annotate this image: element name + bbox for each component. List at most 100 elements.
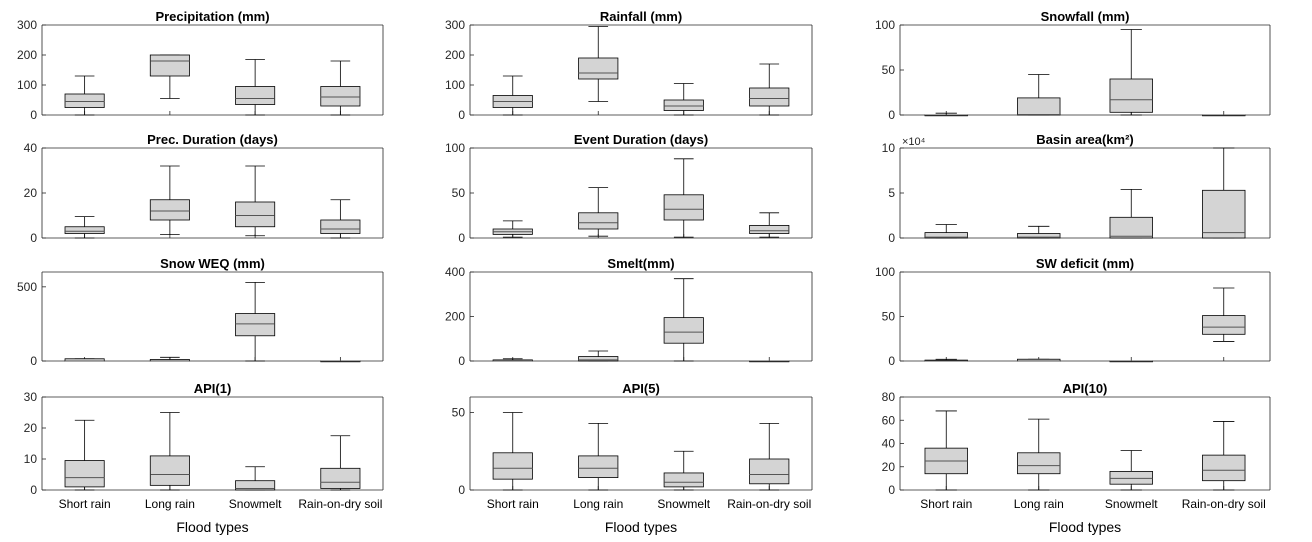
box [663,194,704,221]
box [320,467,361,489]
box [235,201,276,228]
y-tick-label: 200 [17,48,37,62]
panel-4: 0 50 100 Event Duration (days) [445,132,813,245]
category-label: Short rain [59,497,111,511]
category-label: Short rain [487,497,539,511]
panel-1: 0 100 200 300 Rainfall (mm) [445,9,813,122]
y-tick-label: 40 [24,141,38,155]
box [149,455,190,486]
x-axis-label: Flood types [176,519,248,535]
box [64,460,105,488]
category-label: Long rain [1014,497,1064,511]
panel-title: API(1) [194,381,232,396]
panel-8: 0 50 100 SW deficit (mm) [875,256,1271,368]
y-tick-label: 100 [17,78,37,92]
box [749,458,790,485]
panel-title: Prec. Duration (days) [147,132,278,147]
category-label: Snowmelt [229,497,282,511]
panel-title: Event Duration (days) [574,132,708,147]
category-label: Snowmelt [1105,497,1158,511]
y-tick-label: 100 [445,78,465,92]
y-tick-label: 200 [445,48,465,62]
y-tick-label: 50 [882,63,896,77]
panel-title: API(10) [1063,381,1108,396]
panel-title: Basin area(km²) [1036,132,1134,147]
y-tick-label: 20 [24,421,38,435]
panel-6: 0 500 Snow WEQ (mm) [17,256,384,368]
box [492,452,533,480]
box [1017,233,1061,239]
box [749,87,790,107]
y-tick-label: 300 [17,18,37,32]
y-tick-label: 20 [882,460,896,474]
box [1017,452,1061,475]
box [1109,216,1153,239]
y-tick-label: 0 [888,354,895,368]
box [578,57,619,80]
box [1109,78,1153,113]
panel-title: Snow WEQ (mm) [160,256,265,271]
y-tick-label: 10 [882,141,896,155]
box [149,54,190,77]
y-tick-label: 0 [458,231,465,245]
y-tick-label: 0 [30,231,37,245]
y-tick-label: 60 [882,413,896,427]
box [749,224,790,234]
box [663,472,704,488]
box [578,212,619,230]
y-tick-label: 100 [875,18,895,32]
y-tick-label: 20 [24,186,38,200]
box [320,219,361,234]
y-tick-label: 300 [445,18,465,32]
y-tick-label: 30 [24,390,38,404]
category-label: Long rain [145,497,195,511]
box [149,199,190,221]
y-multiplier-label: ×10⁴ [902,136,926,148]
y-tick-label: 0 [458,483,465,497]
y-tick-label: 40 [882,437,896,451]
category-label: Snowmelt [657,497,710,511]
box [64,93,105,108]
box [663,99,704,111]
box [235,480,276,491]
y-tick-label: 500 [17,280,37,294]
y-tick-label: 200 [445,310,465,324]
y-tick-label: 0 [888,231,895,245]
box [1202,189,1246,239]
y-tick-label: 0 [30,483,37,497]
panel-title: Rainfall (mm) [600,9,682,24]
panel-7: 0 200 400 Smelt(mm) [445,256,813,368]
box [578,356,619,362]
box [1109,470,1153,485]
panel-title: Snowfall (mm) [1041,9,1130,24]
box [1202,315,1246,335]
box [578,455,619,478]
y-tick-label: 0 [458,354,465,368]
x-axis-label: Flood types [605,519,677,535]
panel-title: API(5) [622,381,660,396]
panel-title: Smelt(mm) [607,256,674,271]
panel-2: 0 50 100 Snowfall (mm) [875,9,1271,122]
box [235,86,276,105]
y-tick-label: 0 [888,108,895,122]
y-tick-label: 400 [445,265,465,279]
panel-title: Precipitation (mm) [155,9,269,24]
y-tick-label: 0 [30,108,37,122]
y-tick-label: 0 [30,354,37,368]
panel-10: 0 50 API(5) Short rain Long rain Snowmelt Rain… [452,381,813,535]
y-tick-label: 0 [888,483,895,497]
box [1202,454,1246,482]
category-label: Rain-on-dry soil [1182,497,1266,511]
y-tick-label: 5 [888,186,895,200]
y-tick-label: 50 [882,310,896,324]
panel-5: 0 5 10 ×10⁴ Basin area(km²) [882,132,1271,245]
y-tick-label: 50 [452,186,466,200]
category-label: Long rain [573,497,623,511]
panel-3: 0 20 40 Prec. Duration (days) [24,132,384,245]
box [320,86,361,107]
box [235,313,276,337]
y-tick-label: 100 [445,141,465,155]
panel-0: 0 100 200 300 Precipitation (mm) [17,9,384,122]
category-label: Rain-on-dry soil [298,497,382,511]
